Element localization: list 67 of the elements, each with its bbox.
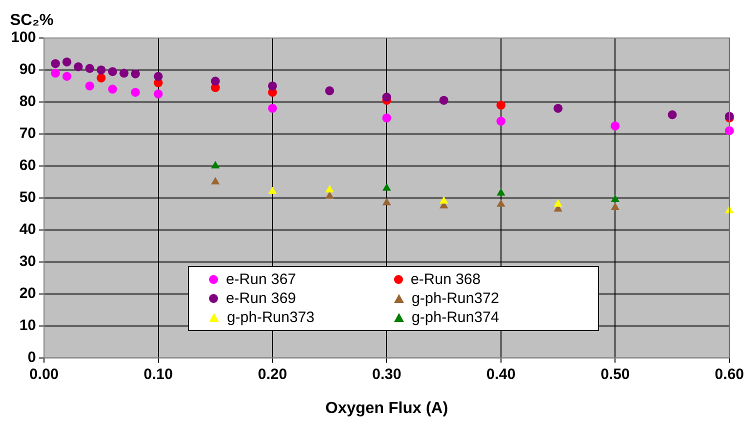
point [96, 73, 106, 82]
point [610, 194, 620, 202]
point [382, 92, 392, 102]
point [382, 113, 392, 122]
point [211, 176, 220, 184]
point [496, 199, 506, 207]
point [268, 186, 277, 194]
x-tick-label: 0.50 [600, 366, 630, 383]
point [85, 81, 94, 90]
point [154, 89, 163, 98]
legend-label: g-ph-Run373 [226, 308, 315, 326]
point [325, 86, 334, 96]
x-tick-label: 0.00 [29, 366, 59, 383]
y-tick-label: 80 [19, 93, 36, 110]
point [439, 96, 448, 105]
x-axis-title: Oxygen Flux (A) [325, 400, 448, 417]
point [210, 76, 220, 86]
point [74, 62, 83, 72]
point [496, 100, 506, 110]
x-tick-label: 0.10 [144, 366, 173, 383]
point [440, 196, 448, 204]
point [610, 202, 620, 210]
point [85, 64, 94, 73]
point [62, 72, 72, 81]
point [50, 68, 60, 78]
y-tick-label: 70 [19, 125, 36, 142]
point [62, 57, 72, 66]
y-tick-label: 50 [19, 189, 36, 206]
point [108, 67, 118, 76]
y-tick-label: 60 [19, 157, 36, 174]
x-tick-label: 0.40 [486, 366, 516, 383]
point [610, 121, 620, 130]
point [154, 72, 163, 81]
point [96, 65, 106, 74]
point [268, 81, 277, 90]
point [119, 68, 128, 78]
point [268, 104, 277, 113]
point [325, 191, 334, 199]
y-axis-title: SC₂% [10, 12, 54, 30]
point [130, 69, 140, 78]
y-tick-label: 100 [10, 29, 36, 46]
y-tick-label: 0 [28, 348, 36, 366]
point [554, 199, 562, 207]
y-tick-label: 90 [19, 61, 36, 78]
point [130, 88, 140, 97]
point [108, 84, 118, 94]
legend-label: e-Run 367 [226, 270, 296, 288]
point [211, 160, 220, 168]
point [382, 198, 392, 206]
legend-label: g-ph-Run372 [412, 290, 500, 307]
point [382, 183, 392, 191]
legend-label: g-ph-Run374 [412, 308, 500, 326]
point [50, 59, 60, 68]
point [496, 188, 506, 196]
y-tick-label: 10 [19, 316, 36, 334]
point [325, 184, 334, 192]
x-tick-label: 0.30 [372, 366, 402, 383]
y-tick-label: 30 [19, 253, 36, 270]
point [668, 110, 677, 120]
point [554, 104, 563, 113]
y-tick-label: 40 [19, 221, 36, 238]
legend-label: e-Run 369 [226, 290, 296, 307]
x-tick-label: 0.20 [258, 366, 288, 383]
point [496, 116, 506, 126]
y-tick-label: 20 [19, 284, 36, 302]
legend-label: e-Run 368 [410, 270, 481, 288]
x-tick-label: 0.60 [714, 366, 744, 383]
